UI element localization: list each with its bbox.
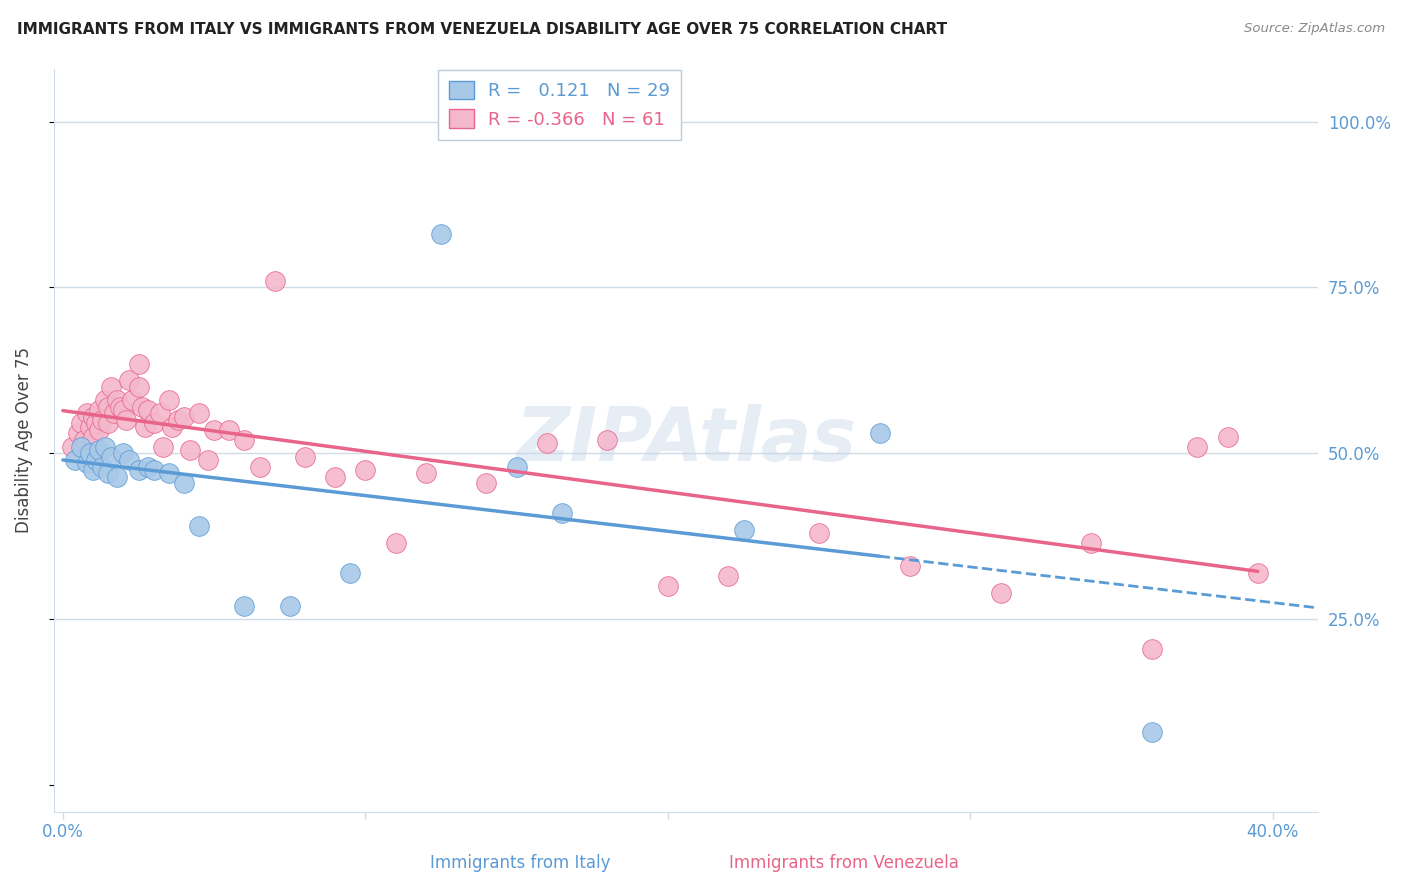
Point [128, 357, 150, 371]
Point [733, 523, 755, 537]
Point [121, 393, 143, 408]
Point [173, 409, 195, 424]
Text: IMMIGRANTS FROM ITALY VS IMMIGRANTS FROM VENEZUELA DISABILITY AGE OVER 75 CORREL: IMMIGRANTS FROM ITALY VS IMMIGRANTS FROM… [17, 22, 948, 37]
Point [233, 599, 256, 613]
Point [136, 403, 159, 417]
Point [657, 579, 679, 593]
Point [82, 430, 104, 444]
Point [157, 393, 180, 408]
Point [1187, 440, 1209, 454]
Point [173, 476, 195, 491]
Point [188, 407, 211, 421]
Point [100, 450, 122, 464]
Point [84, 453, 107, 467]
Point [294, 450, 316, 464]
Point [70, 417, 93, 431]
Point [1140, 642, 1163, 657]
Point [89, 423, 111, 437]
Point [152, 440, 174, 454]
Point [1140, 725, 1163, 739]
Point [97, 417, 120, 431]
Point [100, 380, 122, 394]
Point [128, 463, 150, 477]
Point [136, 459, 159, 474]
Point [142, 417, 165, 431]
Point [79, 419, 101, 434]
Point [105, 469, 128, 483]
Point [202, 423, 225, 437]
Point [70, 440, 93, 454]
Point [166, 413, 188, 427]
Point [323, 469, 346, 483]
Point [118, 373, 141, 387]
Point [717, 569, 740, 583]
Point [131, 400, 153, 414]
Point [179, 442, 201, 457]
Point [430, 227, 453, 242]
Point [354, 463, 377, 477]
Point [94, 440, 117, 454]
Point [82, 409, 104, 424]
Point [278, 599, 301, 613]
Point [596, 433, 619, 447]
Point [263, 274, 285, 288]
Point [869, 426, 891, 441]
Point [91, 459, 114, 474]
Point [249, 459, 271, 474]
Point [76, 456, 98, 470]
Text: ZIPAtlas: ZIPAtlas [516, 403, 856, 476]
Point [79, 446, 101, 460]
Point [898, 559, 921, 574]
Point [105, 393, 128, 408]
Point [142, 463, 165, 477]
Point [73, 433, 96, 447]
Point [415, 466, 437, 480]
Point [103, 407, 125, 421]
Point [115, 413, 138, 427]
Point [134, 419, 156, 434]
Point [339, 566, 361, 580]
Point [536, 436, 558, 450]
Point [94, 393, 117, 408]
Point [89, 403, 111, 417]
Point [110, 400, 132, 414]
Text: Immigrants from Venezuela: Immigrants from Venezuela [728, 855, 959, 872]
Point [157, 466, 180, 480]
Point [112, 446, 135, 460]
Y-axis label: Disability Age Over 75: Disability Age Over 75 [15, 347, 32, 533]
Point [97, 466, 120, 480]
Point [97, 400, 120, 414]
Point [89, 442, 111, 457]
Text: Source: ZipAtlas.com: Source: ZipAtlas.com [1244, 22, 1385, 36]
Point [188, 519, 211, 533]
Point [160, 419, 183, 434]
Point [84, 417, 107, 431]
Point [60, 440, 83, 454]
Point [197, 453, 219, 467]
Point [384, 536, 406, 550]
Point [128, 380, 150, 394]
Point [475, 476, 498, 491]
Point [505, 459, 527, 474]
Point [91, 413, 114, 427]
Text: Immigrants from Italy: Immigrants from Italy [430, 855, 610, 872]
Point [233, 433, 256, 447]
Point [149, 407, 172, 421]
Point [112, 403, 135, 417]
Point [1216, 430, 1239, 444]
Point [808, 525, 831, 540]
Point [990, 585, 1012, 599]
Point [67, 426, 90, 441]
Point [1080, 536, 1102, 550]
Point [76, 407, 98, 421]
Point [1247, 566, 1270, 580]
Point [63, 453, 86, 467]
Point [551, 506, 574, 520]
Point [82, 463, 104, 477]
Point [218, 423, 240, 437]
Point [118, 453, 141, 467]
Legend: R =   0.121   N = 29, R = -0.366   N = 61: R = 0.121 N = 29, R = -0.366 N = 61 [437, 70, 682, 139]
